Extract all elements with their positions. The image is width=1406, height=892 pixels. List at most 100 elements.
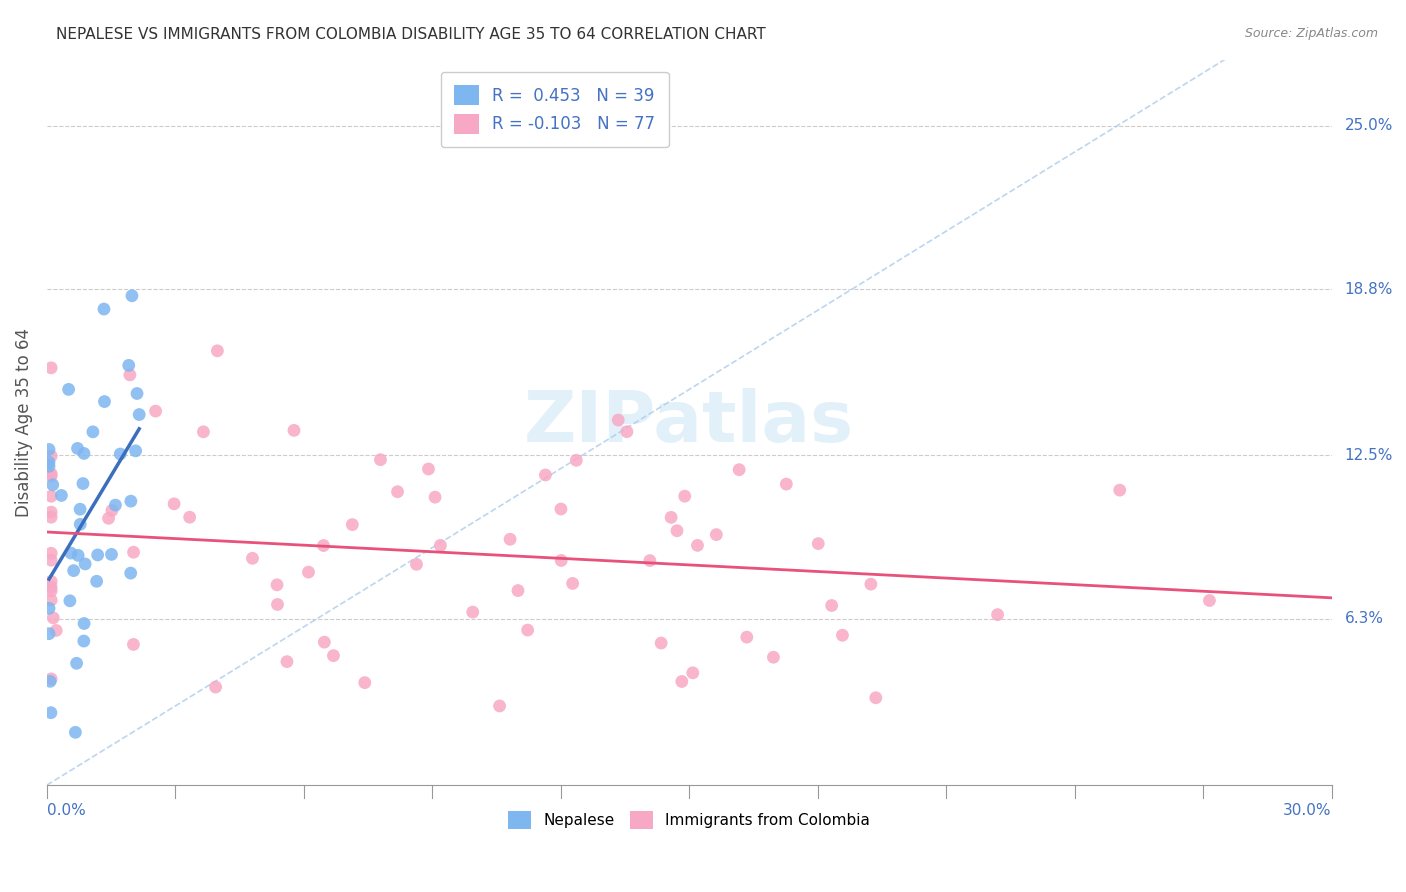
Point bbox=[387, 484, 409, 499]
Point bbox=[118, 359, 141, 373]
Point bbox=[865, 690, 887, 705]
Point bbox=[110, 447, 132, 461]
Point bbox=[283, 423, 305, 437]
Point bbox=[122, 545, 145, 559]
Point bbox=[101, 503, 124, 517]
Point bbox=[561, 576, 583, 591]
Point bbox=[67, 549, 90, 563]
Point bbox=[650, 636, 672, 650]
Point bbox=[322, 648, 344, 663]
Point bbox=[58, 383, 80, 397]
Point bbox=[342, 517, 364, 532]
Text: 6.3%: 6.3% bbox=[1344, 611, 1384, 626]
Point bbox=[39, 706, 62, 720]
Point bbox=[1108, 483, 1130, 497]
Point bbox=[59, 546, 82, 560]
Point bbox=[38, 601, 60, 615]
Point bbox=[565, 453, 588, 467]
Point bbox=[104, 498, 127, 512]
Point bbox=[39, 593, 62, 607]
Point bbox=[39, 580, 62, 594]
Point bbox=[987, 607, 1010, 622]
Point bbox=[82, 425, 104, 439]
Point bbox=[704, 527, 727, 541]
Point bbox=[121, 289, 143, 303]
Point bbox=[38, 459, 60, 474]
Text: ZIPatlas: ZIPatlas bbox=[524, 388, 855, 457]
Point bbox=[163, 497, 186, 511]
Point bbox=[73, 446, 96, 460]
Point bbox=[550, 502, 572, 516]
Point bbox=[616, 425, 638, 439]
Point bbox=[39, 489, 62, 503]
Point bbox=[120, 566, 142, 581]
Point bbox=[38, 455, 60, 469]
Point bbox=[314, 635, 336, 649]
Point bbox=[673, 489, 696, 503]
Point bbox=[69, 517, 91, 532]
Point bbox=[638, 553, 661, 567]
Point bbox=[686, 538, 709, 552]
Text: Source: ZipAtlas.com: Source: ZipAtlas.com bbox=[1244, 27, 1378, 40]
Point bbox=[72, 476, 94, 491]
Point bbox=[42, 611, 65, 625]
Point bbox=[86, 548, 108, 562]
Point bbox=[45, 624, 67, 638]
Point bbox=[128, 408, 150, 422]
Point bbox=[38, 626, 60, 640]
Point bbox=[125, 386, 148, 401]
Text: 18.8%: 18.8% bbox=[1344, 282, 1393, 297]
Point bbox=[659, 510, 682, 524]
Point bbox=[193, 425, 215, 439]
Point bbox=[682, 665, 704, 680]
Point bbox=[124, 443, 146, 458]
Point bbox=[120, 494, 142, 508]
Point bbox=[179, 510, 201, 524]
Point bbox=[423, 490, 446, 504]
Text: 25.0%: 25.0% bbox=[1344, 118, 1393, 133]
Point bbox=[204, 680, 226, 694]
Text: 0.0%: 0.0% bbox=[46, 803, 86, 818]
Point bbox=[39, 553, 62, 567]
Point bbox=[370, 452, 392, 467]
Point bbox=[97, 511, 120, 525]
Point bbox=[93, 394, 115, 409]
Text: NEPALESE VS IMMIGRANTS FROM COLOMBIA DISABILITY AGE 35 TO 64 CORRELATION CHART: NEPALESE VS IMMIGRANTS FROM COLOMBIA DIS… bbox=[56, 27, 766, 42]
Point bbox=[266, 598, 288, 612]
Point bbox=[405, 558, 427, 572]
Point bbox=[51, 488, 73, 502]
Point bbox=[39, 510, 62, 524]
Point bbox=[39, 360, 62, 375]
Text: 12.5%: 12.5% bbox=[1344, 448, 1393, 463]
Point bbox=[831, 628, 853, 642]
Point bbox=[607, 413, 630, 427]
Point bbox=[118, 368, 141, 382]
Point bbox=[297, 565, 319, 579]
Point bbox=[39, 469, 62, 483]
Point bbox=[550, 553, 572, 567]
Point bbox=[353, 675, 375, 690]
Point bbox=[39, 467, 62, 481]
Point bbox=[39, 674, 62, 689]
Point bbox=[39, 449, 62, 463]
Point bbox=[86, 574, 108, 589]
Point bbox=[671, 674, 693, 689]
Point bbox=[534, 468, 557, 483]
Point bbox=[312, 539, 335, 553]
Point bbox=[100, 548, 122, 562]
Point bbox=[39, 583, 62, 598]
Point bbox=[735, 630, 758, 644]
Point bbox=[242, 551, 264, 566]
Point bbox=[38, 442, 60, 457]
Legend: Nepalese, Immigrants from Colombia: Nepalese, Immigrants from Colombia bbox=[502, 805, 876, 836]
Point bbox=[516, 623, 538, 637]
Point bbox=[93, 301, 115, 316]
Point bbox=[69, 502, 91, 516]
Point bbox=[859, 577, 882, 591]
Point bbox=[42, 477, 65, 491]
Point bbox=[65, 725, 87, 739]
Point bbox=[418, 462, 440, 476]
Point bbox=[499, 533, 522, 547]
Point bbox=[266, 578, 288, 592]
Point bbox=[39, 546, 62, 560]
